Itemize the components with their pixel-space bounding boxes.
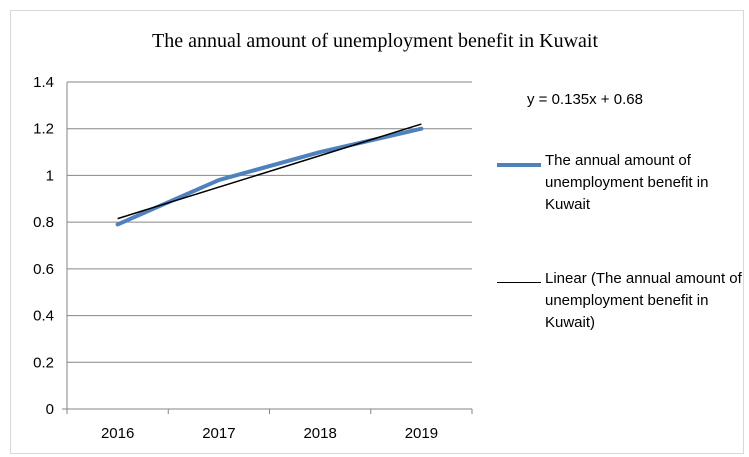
legend-swatch-trendline: [497, 282, 541, 283]
y-tick-label: 1.2: [33, 121, 54, 138]
y-tick-label: 0.2: [33, 354, 54, 371]
y-tick-label: 0: [46, 401, 54, 418]
series-line: [115, 126, 424, 227]
x-tick-label: 2019: [405, 425, 438, 442]
y-tick-label: 1: [46, 167, 54, 184]
x-tick-label: 2016: [101, 425, 134, 442]
y-tick-label: 1.4: [33, 74, 54, 91]
legend-label-series: The annual amount of unemployment benefi…: [545, 152, 709, 213]
y-tick-label: 0.4: [33, 308, 54, 325]
legend-label-trendline: Linear (The annual amount of unemploymen…: [545, 270, 742, 331]
trendline-equation: y = 0.135x + 0.68: [527, 91, 643, 108]
x-axis: 2016 2017 2018 2019: [62, 82, 473, 442]
y-tick-labels: 0 0.2 0.4 0.6 0.8 1 1.2 1.4: [33, 74, 54, 418]
legend-swatch-series: [497, 163, 541, 167]
chart-title: The annual amount of unemployment benefi…: [152, 30, 598, 52]
y-tick-label: 0.8: [33, 214, 54, 231]
y-tick-label: 0.6: [33, 261, 54, 278]
chart-frame: [10, 10, 744, 454]
trendline: [117, 123, 422, 220]
x-tick-label: 2017: [202, 425, 235, 442]
x-tick-label: 2018: [303, 425, 336, 442]
series-lines: [115, 123, 424, 227]
